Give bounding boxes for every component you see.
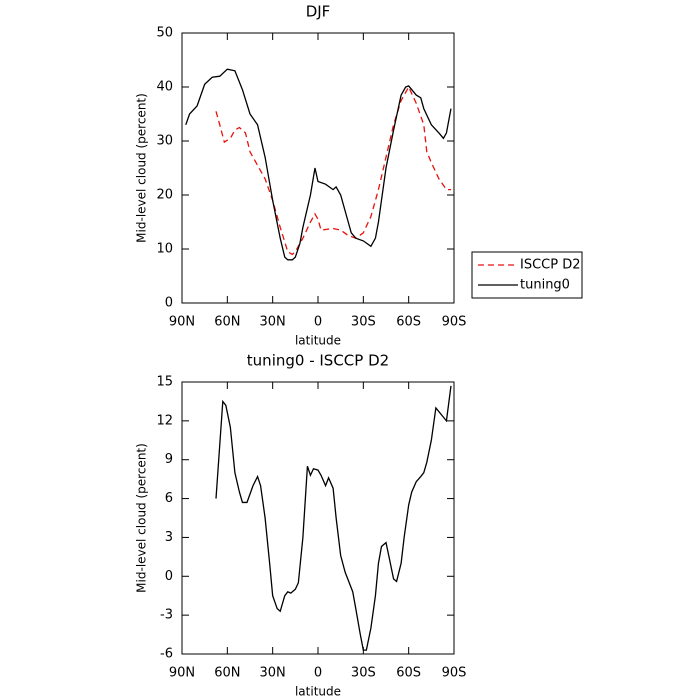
y-tick-label: -6 [160,647,173,662]
data-line [215,85,451,256]
legend-label: tuning0 [520,278,570,293]
x-tick-label: 90N [169,666,195,681]
x-tick-label: 30S [351,315,376,330]
data-line [185,68,452,261]
x-tick-label: 0 [314,666,322,681]
legend-label: ISCCP D2 [520,258,581,273]
x-tick-label: 90S [442,666,467,681]
x-tick-label: 90S [442,315,467,330]
x-tick-label: 60S [396,666,421,681]
legend-box [471,251,583,299]
y-tick-label: 30 [156,134,173,149]
y-tick-label: 0 [165,569,173,584]
x-tick-label: 90N [169,315,195,330]
y-axis-label: Mid-level cloud (percent) [135,93,149,243]
chart-title: tuning0 - ISCCP D2 [247,352,389,370]
x-axis-label: latitude [295,685,341,699]
y-tick-label: -3 [160,608,173,623]
y-tick-label: 6 [165,491,173,506]
y-tick-label: 20 [156,188,173,203]
plot-frame [181,32,455,304]
x-tick-label: 60N [214,666,240,681]
y-tick-label: 10 [156,242,173,257]
y-tick-label: 50 [156,26,173,41]
data-line [215,385,452,651]
y-tick-label: 12 [156,413,173,428]
y-tick-label: 0 [165,296,173,311]
x-tick-label: 60N [214,315,240,330]
chart-title: DJF [306,3,331,21]
y-tick-label: 40 [156,80,173,95]
y-tick-label: 3 [165,530,173,545]
plot-frame [181,381,455,655]
x-tick-label: 30N [260,666,286,681]
y-tick-label: 15 [156,375,173,390]
x-tick-label: 30N [260,315,286,330]
x-tick-label: 0 [314,315,322,330]
x-tick-label: 30S [351,666,376,681]
y-axis-label: Mid-level cloud (percent) [135,443,149,593]
y-tick-label: 9 [165,452,173,467]
x-axis-label: latitude [295,334,341,348]
x-tick-label: 60S [396,315,421,330]
